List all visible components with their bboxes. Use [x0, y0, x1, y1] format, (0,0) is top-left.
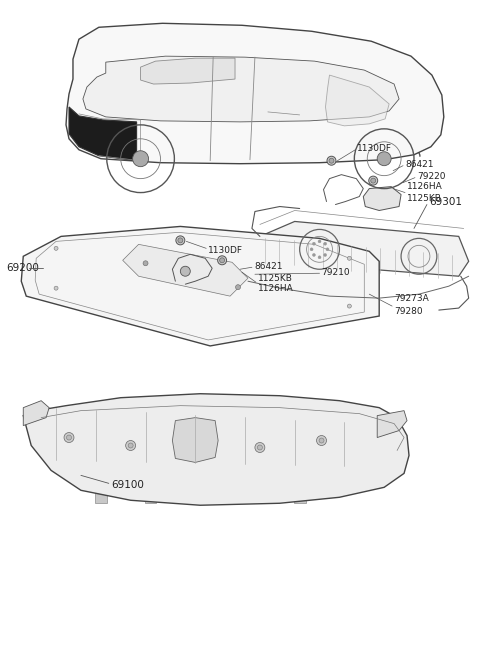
Circle shape [255, 443, 265, 453]
Circle shape [318, 240, 321, 243]
Polygon shape [69, 107, 137, 161]
Polygon shape [21, 226, 379, 346]
Text: 69301: 69301 [429, 197, 462, 207]
Circle shape [178, 238, 183, 243]
Circle shape [324, 253, 327, 256]
Text: 79273A: 79273A [394, 294, 429, 302]
Circle shape [329, 158, 334, 163]
Circle shape [327, 156, 336, 165]
Polygon shape [83, 56, 399, 122]
Ellipse shape [164, 256, 173, 262]
Circle shape [67, 435, 72, 440]
Text: 79210: 79210 [322, 268, 350, 277]
Circle shape [217, 256, 227, 265]
Text: 1126HA: 1126HA [407, 182, 443, 191]
Circle shape [236, 285, 240, 290]
Polygon shape [325, 75, 389, 126]
Circle shape [257, 445, 263, 450]
Bar [95, 493, 107, 503]
Text: 1130DF: 1130DF [208, 246, 243, 255]
Circle shape [312, 253, 315, 256]
Circle shape [176, 236, 185, 245]
Text: 1126HA: 1126HA [258, 283, 294, 293]
Polygon shape [212, 266, 250, 290]
Circle shape [369, 176, 378, 185]
Circle shape [132, 151, 148, 167]
Text: 1130DF: 1130DF [357, 144, 392, 154]
Polygon shape [172, 418, 218, 462]
Circle shape [318, 256, 321, 259]
Ellipse shape [179, 260, 188, 265]
Polygon shape [377, 411, 407, 438]
Text: 79220: 79220 [417, 172, 445, 181]
Polygon shape [123, 244, 248, 296]
Text: 69100: 69100 [111, 480, 144, 490]
Polygon shape [141, 58, 235, 84]
Text: 86421: 86421 [254, 262, 282, 271]
Polygon shape [255, 222, 468, 276]
Polygon shape [363, 186, 401, 211]
Bar [244, 493, 256, 503]
Circle shape [128, 443, 133, 448]
Circle shape [220, 258, 225, 263]
Polygon shape [66, 24, 444, 164]
Bar [144, 493, 156, 503]
Text: 79280: 79280 [394, 306, 423, 316]
Circle shape [54, 247, 58, 251]
Circle shape [377, 152, 391, 166]
Text: 86421: 86421 [405, 160, 433, 169]
Ellipse shape [195, 262, 205, 268]
Bar [194, 493, 206, 503]
Circle shape [64, 432, 74, 443]
Circle shape [348, 256, 351, 260]
Polygon shape [23, 401, 49, 426]
Circle shape [126, 441, 136, 451]
Text: 69200: 69200 [6, 263, 39, 274]
Circle shape [316, 436, 326, 445]
Circle shape [371, 178, 376, 183]
Circle shape [312, 242, 315, 245]
Circle shape [310, 248, 313, 251]
Bar [294, 493, 306, 503]
Circle shape [180, 266, 190, 276]
Circle shape [324, 242, 327, 245]
Circle shape [348, 304, 351, 308]
Polygon shape [23, 394, 409, 505]
Circle shape [54, 286, 58, 290]
Circle shape [326, 248, 329, 251]
Circle shape [143, 261, 148, 266]
Circle shape [319, 438, 324, 443]
Text: 1125KB: 1125KB [258, 274, 293, 283]
Text: 1125KB: 1125KB [407, 194, 442, 203]
